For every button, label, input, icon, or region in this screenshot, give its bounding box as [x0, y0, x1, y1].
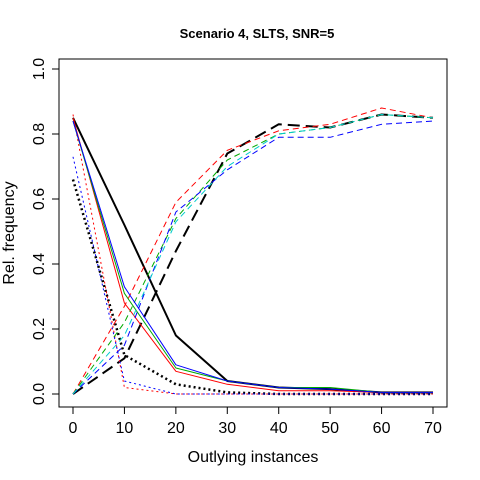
- y-tick-label: 0.0: [31, 383, 48, 405]
- y-tick-label: 0.2: [31, 318, 48, 340]
- x-tick-label: 60: [373, 420, 391, 437]
- x-tick-label: 20: [167, 420, 185, 437]
- x-tick-label: 40: [270, 420, 288, 437]
- y-tick-label: 1.0: [31, 58, 48, 80]
- series-line-11: [72, 120, 434, 395]
- x-axis: 0 10 20 30 40 50 60 70: [69, 407, 442, 437]
- y-tick-label: 0.8: [31, 123, 48, 145]
- x-axis-label: Outlying instances: [188, 449, 319, 466]
- x-tick-label: 50: [321, 420, 339, 437]
- y-axis-label: Rel. frequency: [1, 181, 18, 284]
- series-line-10: [72, 156, 433, 395]
- series-line-12: [72, 114, 434, 395]
- x-tick-label: 70: [424, 420, 442, 437]
- chart-title: Scenario 4, SLTS, SNR=5: [180, 26, 335, 41]
- y-tick-label: 0.4: [31, 253, 48, 275]
- x-tick-label: 30: [218, 420, 236, 437]
- series-layer: [71, 107, 434, 396]
- series-line-3: [72, 113, 434, 395]
- series-line-9: [72, 120, 433, 393]
- x-tick-label: 10: [116, 420, 134, 437]
- series-line-6: [72, 107, 434, 395]
- x-tick-label: 0: [69, 420, 78, 437]
- y-tick-label: 0.6: [31, 188, 48, 210]
- plot-frame: [58, 58, 448, 408]
- y-axis: 0.0 0.2 0.4 0.6 0.8 1.0: [31, 58, 59, 405]
